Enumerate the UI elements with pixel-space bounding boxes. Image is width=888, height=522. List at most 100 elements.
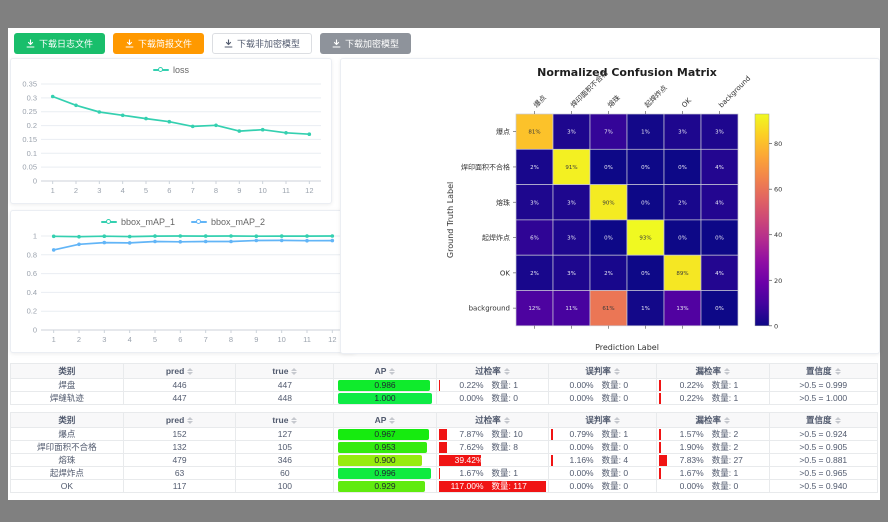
cell-confidence: >0.5 = 0.999: [768, 378, 879, 392]
svg-text:4%: 4%: [715, 165, 724, 171]
map-chart-card: bbox_mAP_1 bbox_mAP_2 0 0.2 0.4 0.6 0.8 1 1 2 3 4 5…: [10, 210, 356, 353]
svg-text:2%: 2%: [678, 200, 687, 206]
svg-text:3%: 3%: [678, 130, 687, 136]
svg-text:11%: 11%: [565, 306, 577, 312]
svg-text:2: 2: [77, 335, 81, 344]
download-icon: [224, 39, 233, 48]
svg-text:3: 3: [102, 335, 106, 344]
col-header-pred[interactable]: pred: [122, 412, 237, 428]
download-log-button[interactable]: 下载日志文件: [14, 33, 106, 54]
svg-text:0.25: 0.25: [22, 107, 37, 116]
sort-caret-icon[interactable]: [503, 367, 510, 375]
svg-text:OK: OK: [500, 269, 511, 277]
col-header-missdetect-rate[interactable]: 漏检率: [655, 363, 770, 379]
sort-caret-icon[interactable]: [834, 367, 841, 375]
table-row: 爆点 152 127 0.967 7.87% 数量: 10 0.79% 数量: 1 1.57% 数…: [10, 427, 879, 441]
download-encrypted-model-button[interactable]: 下载加密模型: [320, 33, 412, 54]
rate-bar: [658, 428, 661, 440]
svg-text:0%: 0%: [604, 165, 613, 171]
svg-text:2: 2: [74, 186, 78, 195]
col-header-ap[interactable]: AP: [333, 363, 437, 379]
col-header-confidence[interactable]: 置信度: [768, 363, 879, 379]
cell-ap: 0.967: [333, 427, 437, 441]
cell-ap: 1.000: [333, 391, 437, 405]
sort-caret-icon[interactable]: [291, 416, 298, 424]
col-header-missdetect-rate[interactable]: 漏检率: [655, 412, 770, 428]
svg-text:0%: 0%: [715, 306, 724, 312]
sort-caret-icon[interactable]: [613, 367, 620, 375]
svg-text:熔珠: 熔珠: [606, 93, 622, 109]
legend-item-bbox_mAP_1[interactable]: bbox_mAP_1: [100, 217, 175, 227]
confusion-matrix-chart: Normalized Confusion Matrix 81% 3% 7% 1% 3% 3%…: [341, 59, 879, 358]
cell-misjudge-rate: 1.16% 数量: 4: [548, 453, 657, 467]
svg-text:background: background: [717, 74, 752, 109]
cell-misjudge-rate: 0.00% 数量: 0: [548, 479, 657, 493]
cell-confidence: >0.5 = 0.924: [768, 427, 879, 441]
download-report-button[interactable]: 下载简报文件: [113, 33, 205, 54]
svg-text:0%: 0%: [641, 271, 650, 277]
cell-missdetect-rate: 1.90% 数量: 2: [655, 440, 770, 454]
cell-misjudge-rate: 0.00% 数量: 0: [548, 391, 657, 405]
sort-caret-icon[interactable]: [389, 416, 396, 424]
svg-text:60: 60: [774, 186, 782, 194]
download-plain-model-button[interactable]: 下载非加密模型: [212, 33, 313, 54]
col-header-ap[interactable]: AP: [333, 412, 437, 428]
legend-item-bbox_mAP_2[interactable]: bbox_mAP_2: [191, 217, 265, 227]
col-header-confidence[interactable]: 置信度: [768, 412, 879, 428]
legend-label: bbox_mAP_2: [211, 217, 266, 227]
sort-caret-icon[interactable]: [834, 416, 841, 424]
cell-misjudge-rate: 0.00% 数量: 0: [548, 440, 657, 454]
ap-bar: [338, 441, 428, 453]
col-header-pred[interactable]: pred: [122, 363, 237, 379]
rate-bar: [438, 379, 441, 391]
cell-true: 448: [235, 391, 335, 405]
cell-missdetect-rate: 0.22% 数量: 1: [655, 378, 770, 392]
col-header-overdetect-rate[interactable]: 过检率: [435, 412, 550, 428]
svg-text:11: 11: [282, 186, 290, 195]
col-header-true[interactable]: true: [235, 363, 335, 379]
cell-true: 346: [235, 453, 335, 467]
cell-overdetect-rate: 7.62% 数量: 8: [435, 440, 550, 454]
sort-caret-icon[interactable]: [187, 416, 194, 424]
col-header-overdetect-rate[interactable]: 过检率: [435, 363, 550, 379]
sort-caret-icon[interactable]: [291, 367, 298, 375]
svg-text:9: 9: [237, 186, 241, 195]
sort-caret-icon[interactable]: [723, 367, 730, 375]
cell-ap: 0.996: [333, 466, 437, 480]
sort-caret-icon[interactable]: [613, 416, 620, 424]
col-header-true[interactable]: true: [235, 412, 335, 428]
table-row: 起焊炸点 63 60 0.996 1.67% 数量: 1 0.00% 数量: 0 1.67% 数量…: [10, 466, 879, 480]
svg-text:0%: 0%: [604, 236, 613, 242]
loss-chart-card: loss 0 0.05 0.1 0.15 0.2 0.25 0.3 0.35 1 2 3 4 5 6 7 8 9…: [10, 58, 332, 204]
col-header-class: 类别: [10, 412, 124, 428]
svg-text:0.8: 0.8: [27, 250, 37, 259]
col-header-misjudge-rate[interactable]: 误判率: [548, 363, 657, 379]
svg-text:11: 11: [303, 335, 311, 344]
svg-text:6: 6: [167, 186, 171, 195]
line-chart-svg: 00.20.40.60.811 2 3 4 5 6 7 8 9 10 11 12: [27, 232, 345, 344]
download-icon: [332, 39, 341, 48]
cell-confidence: >0.5 = 0.965: [768, 466, 879, 480]
table-row: OK 117 100 0.929 117.00% 数量: 117 0.00% 数量: 0 0.0…: [10, 479, 879, 493]
svg-text:3%: 3%: [567, 130, 576, 136]
sort-caret-icon[interactable]: [723, 416, 730, 424]
svg-text:0%: 0%: [641, 200, 650, 206]
cell-pred: 63: [122, 466, 237, 480]
legend-item-loss[interactable]: loss: [152, 65, 189, 75]
svg-text:13%: 13%: [676, 306, 688, 312]
sort-caret-icon[interactable]: [389, 367, 396, 375]
sort-caret-icon[interactable]: [187, 367, 194, 375]
cell-missdetect-rate: 7.83% 数量: 27: [655, 453, 770, 467]
cell-true: 105: [235, 440, 335, 454]
svg-text:0.15: 0.15: [22, 135, 37, 144]
cell-ap: 0.929: [333, 479, 437, 493]
svg-text:80: 80: [774, 140, 782, 148]
svg-text:8: 8: [214, 186, 218, 195]
sort-caret-icon[interactable]: [503, 416, 510, 424]
svg-text:0.35: 0.35: [22, 80, 37, 89]
col-header-misjudge-rate[interactable]: 误判率: [548, 412, 657, 428]
cell-pred: 152: [122, 427, 237, 441]
svg-text:0.3: 0.3: [27, 93, 37, 102]
svg-text:4%: 4%: [715, 271, 724, 277]
